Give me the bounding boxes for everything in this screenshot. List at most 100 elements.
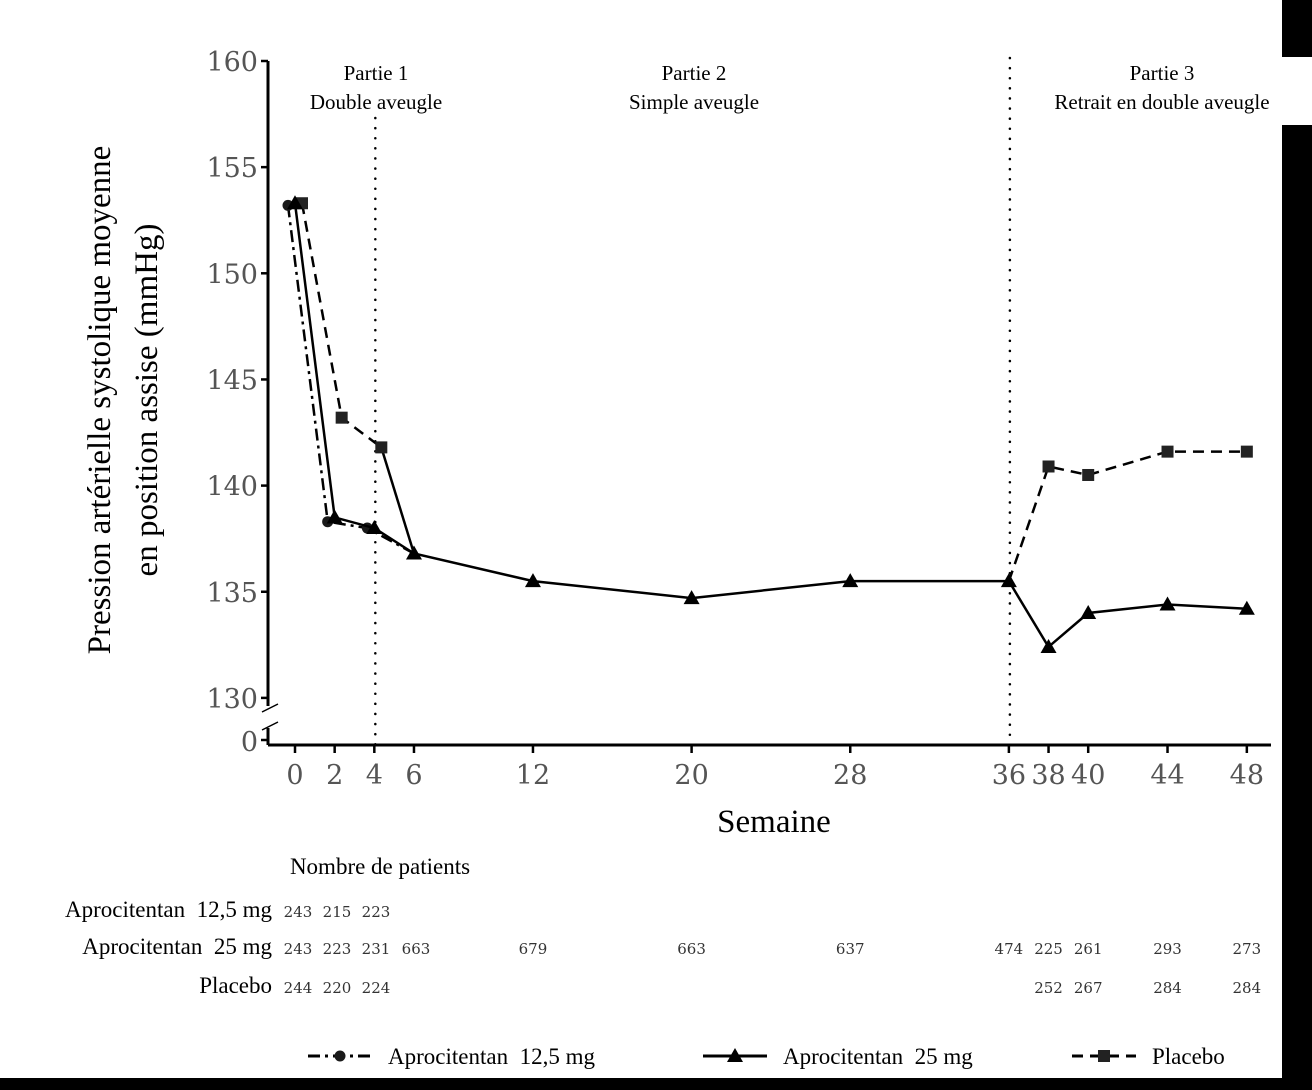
patient-count: 231 bbox=[362, 940, 391, 958]
phase-1-subtitle: Double aveugle bbox=[310, 90, 442, 114]
marker-square bbox=[335, 411, 348, 424]
series-line bbox=[286, 205, 415, 555]
patient-count: 474 bbox=[995, 940, 1024, 958]
marker-triangle bbox=[842, 573, 859, 588]
marker-square bbox=[1240, 445, 1253, 458]
patients-row-label: Aprocitentan 12,5 mg bbox=[65, 897, 272, 922]
marker-triangle bbox=[1238, 600, 1255, 615]
marker-triangle bbox=[326, 509, 343, 524]
patient-count: 637 bbox=[836, 940, 865, 958]
marker-triangle bbox=[1159, 596, 1176, 611]
phase-3-subtitle: Retrait en double aveugle bbox=[1054, 90, 1269, 114]
marker-triangle bbox=[524, 573, 541, 588]
patients-row-label: Aprocitentan 25 mg bbox=[82, 934, 272, 959]
marker-square bbox=[1082, 468, 1095, 481]
y-tick-label: 0 bbox=[241, 727, 258, 758]
patient-count: 284 bbox=[1153, 979, 1182, 997]
x-tick-label: 4 bbox=[366, 760, 383, 791]
x-tick-label: 0 bbox=[286, 760, 303, 791]
phase-1-title: Partie 1 bbox=[344, 61, 409, 85]
patient-count: 267 bbox=[1074, 979, 1103, 997]
phase-dividers bbox=[374, 56, 1012, 747]
series-line bbox=[1007, 450, 1247, 582]
patient-count: 679 bbox=[519, 940, 548, 958]
x-tick-label: 2 bbox=[326, 760, 343, 791]
patients-row-label: Placebo bbox=[199, 973, 272, 998]
y-tick-label: 130 bbox=[206, 684, 258, 715]
y-tick-label: 135 bbox=[206, 578, 258, 609]
patients-title: Nombre de patients bbox=[290, 854, 470, 879]
marker-triangle bbox=[405, 545, 422, 560]
series-square bbox=[1007, 445, 1253, 582]
patient-count: 224 bbox=[362, 979, 391, 997]
marker-triangle bbox=[727, 1048, 743, 1062]
patient-count: 252 bbox=[1034, 979, 1063, 997]
series-layer bbox=[282, 195, 1255, 653]
x-tick-label: 28 bbox=[833, 760, 867, 791]
y-tick-label: 160 bbox=[206, 47, 258, 78]
series-line bbox=[293, 203, 1247, 649]
phase-2-title: Partie 2 bbox=[662, 61, 727, 85]
x-tick-label: 6 bbox=[405, 760, 422, 791]
patient-count: 663 bbox=[677, 940, 706, 958]
marker-triangle bbox=[1040, 638, 1057, 653]
patient-count: 244 bbox=[284, 979, 313, 997]
y-axis-label-line2: en position assise (mmHg) bbox=[129, 224, 165, 577]
axis-break-mark bbox=[261, 721, 279, 731]
x-tick-label: 12 bbox=[516, 760, 550, 791]
x-axis-label: Semaine bbox=[717, 804, 831, 840]
x-tick-label: 36 bbox=[992, 760, 1026, 791]
marker-triangle bbox=[1000, 573, 1017, 588]
patient-count: 220 bbox=[323, 979, 352, 997]
marker-square bbox=[1161, 445, 1174, 458]
legend: Aprocitentan 12,5 mg Aprocitentan 25 mg Pl… bbox=[308, 1044, 1225, 1069]
series-triangle bbox=[287, 195, 1255, 653]
patient-count: 225 bbox=[1034, 940, 1063, 958]
marker-triangle bbox=[683, 590, 700, 605]
marker-triangle bbox=[1080, 604, 1097, 619]
patient-count: 243 bbox=[284, 940, 313, 958]
patient-count: 293 bbox=[1153, 940, 1182, 958]
legend-label: Aprocitentan 25 mg bbox=[783, 1044, 973, 1069]
patient-count: 223 bbox=[362, 903, 391, 921]
patient-count: 261 bbox=[1074, 940, 1103, 958]
marker-triangle bbox=[287, 195, 303, 210]
phase-3-title: Partie 3 bbox=[1130, 61, 1195, 85]
x-tick-label: 44 bbox=[1150, 760, 1184, 791]
patient-count: 663 bbox=[402, 940, 431, 958]
marker-circle bbox=[334, 1050, 346, 1062]
legend-label: Placebo bbox=[1152, 1044, 1225, 1069]
phase-2-subtitle: Simple aveugle bbox=[629, 90, 759, 114]
x-tick-label: 48 bbox=[1230, 760, 1264, 791]
frame-bar-right bbox=[1282, 125, 1312, 1090]
legend-label: Aprocitentan 12,5 mg bbox=[388, 1044, 595, 1069]
axis-break-mark bbox=[261, 703, 279, 713]
phase-labels: Partie 1 Double aveugle Partie 2 Simple … bbox=[310, 61, 1270, 114]
frame-bar-right-top bbox=[1282, 0, 1312, 57]
patients-table: Aprocitentan 12,5 mg 243 215 223 Aprocitenta… bbox=[65, 897, 1261, 998]
y-tick-label: 155 bbox=[206, 153, 258, 184]
marker-square bbox=[1042, 460, 1055, 473]
y-tick-label: 150 bbox=[206, 259, 258, 290]
patient-count: 223 bbox=[323, 940, 352, 958]
marker-triangle bbox=[366, 520, 383, 535]
x-tick-label: 40 bbox=[1071, 760, 1105, 791]
frame-bar-bottom bbox=[0, 1078, 1312, 1090]
x-tick-label: 20 bbox=[674, 760, 708, 791]
marker-square bbox=[375, 441, 388, 454]
y-axis-label-line1: Pression artérielle systolique moyenne bbox=[82, 146, 118, 655]
legend-item: Aprocitentan 25 mg bbox=[703, 1044, 973, 1069]
y-tick-label: 145 bbox=[206, 365, 258, 396]
marker-square bbox=[1098, 1050, 1110, 1062]
y-tick-label: 140 bbox=[206, 472, 258, 503]
series-square bbox=[296, 197, 416, 554]
patient-count: 243 bbox=[284, 903, 313, 921]
patient-count: 215 bbox=[323, 903, 352, 921]
series-line bbox=[380, 447, 416, 554]
x-tick-label: 38 bbox=[1031, 760, 1065, 791]
legend-item: Placebo bbox=[1072, 1044, 1225, 1069]
patient-count: 284 bbox=[1233, 979, 1262, 997]
patient-count: 273 bbox=[1233, 940, 1262, 958]
